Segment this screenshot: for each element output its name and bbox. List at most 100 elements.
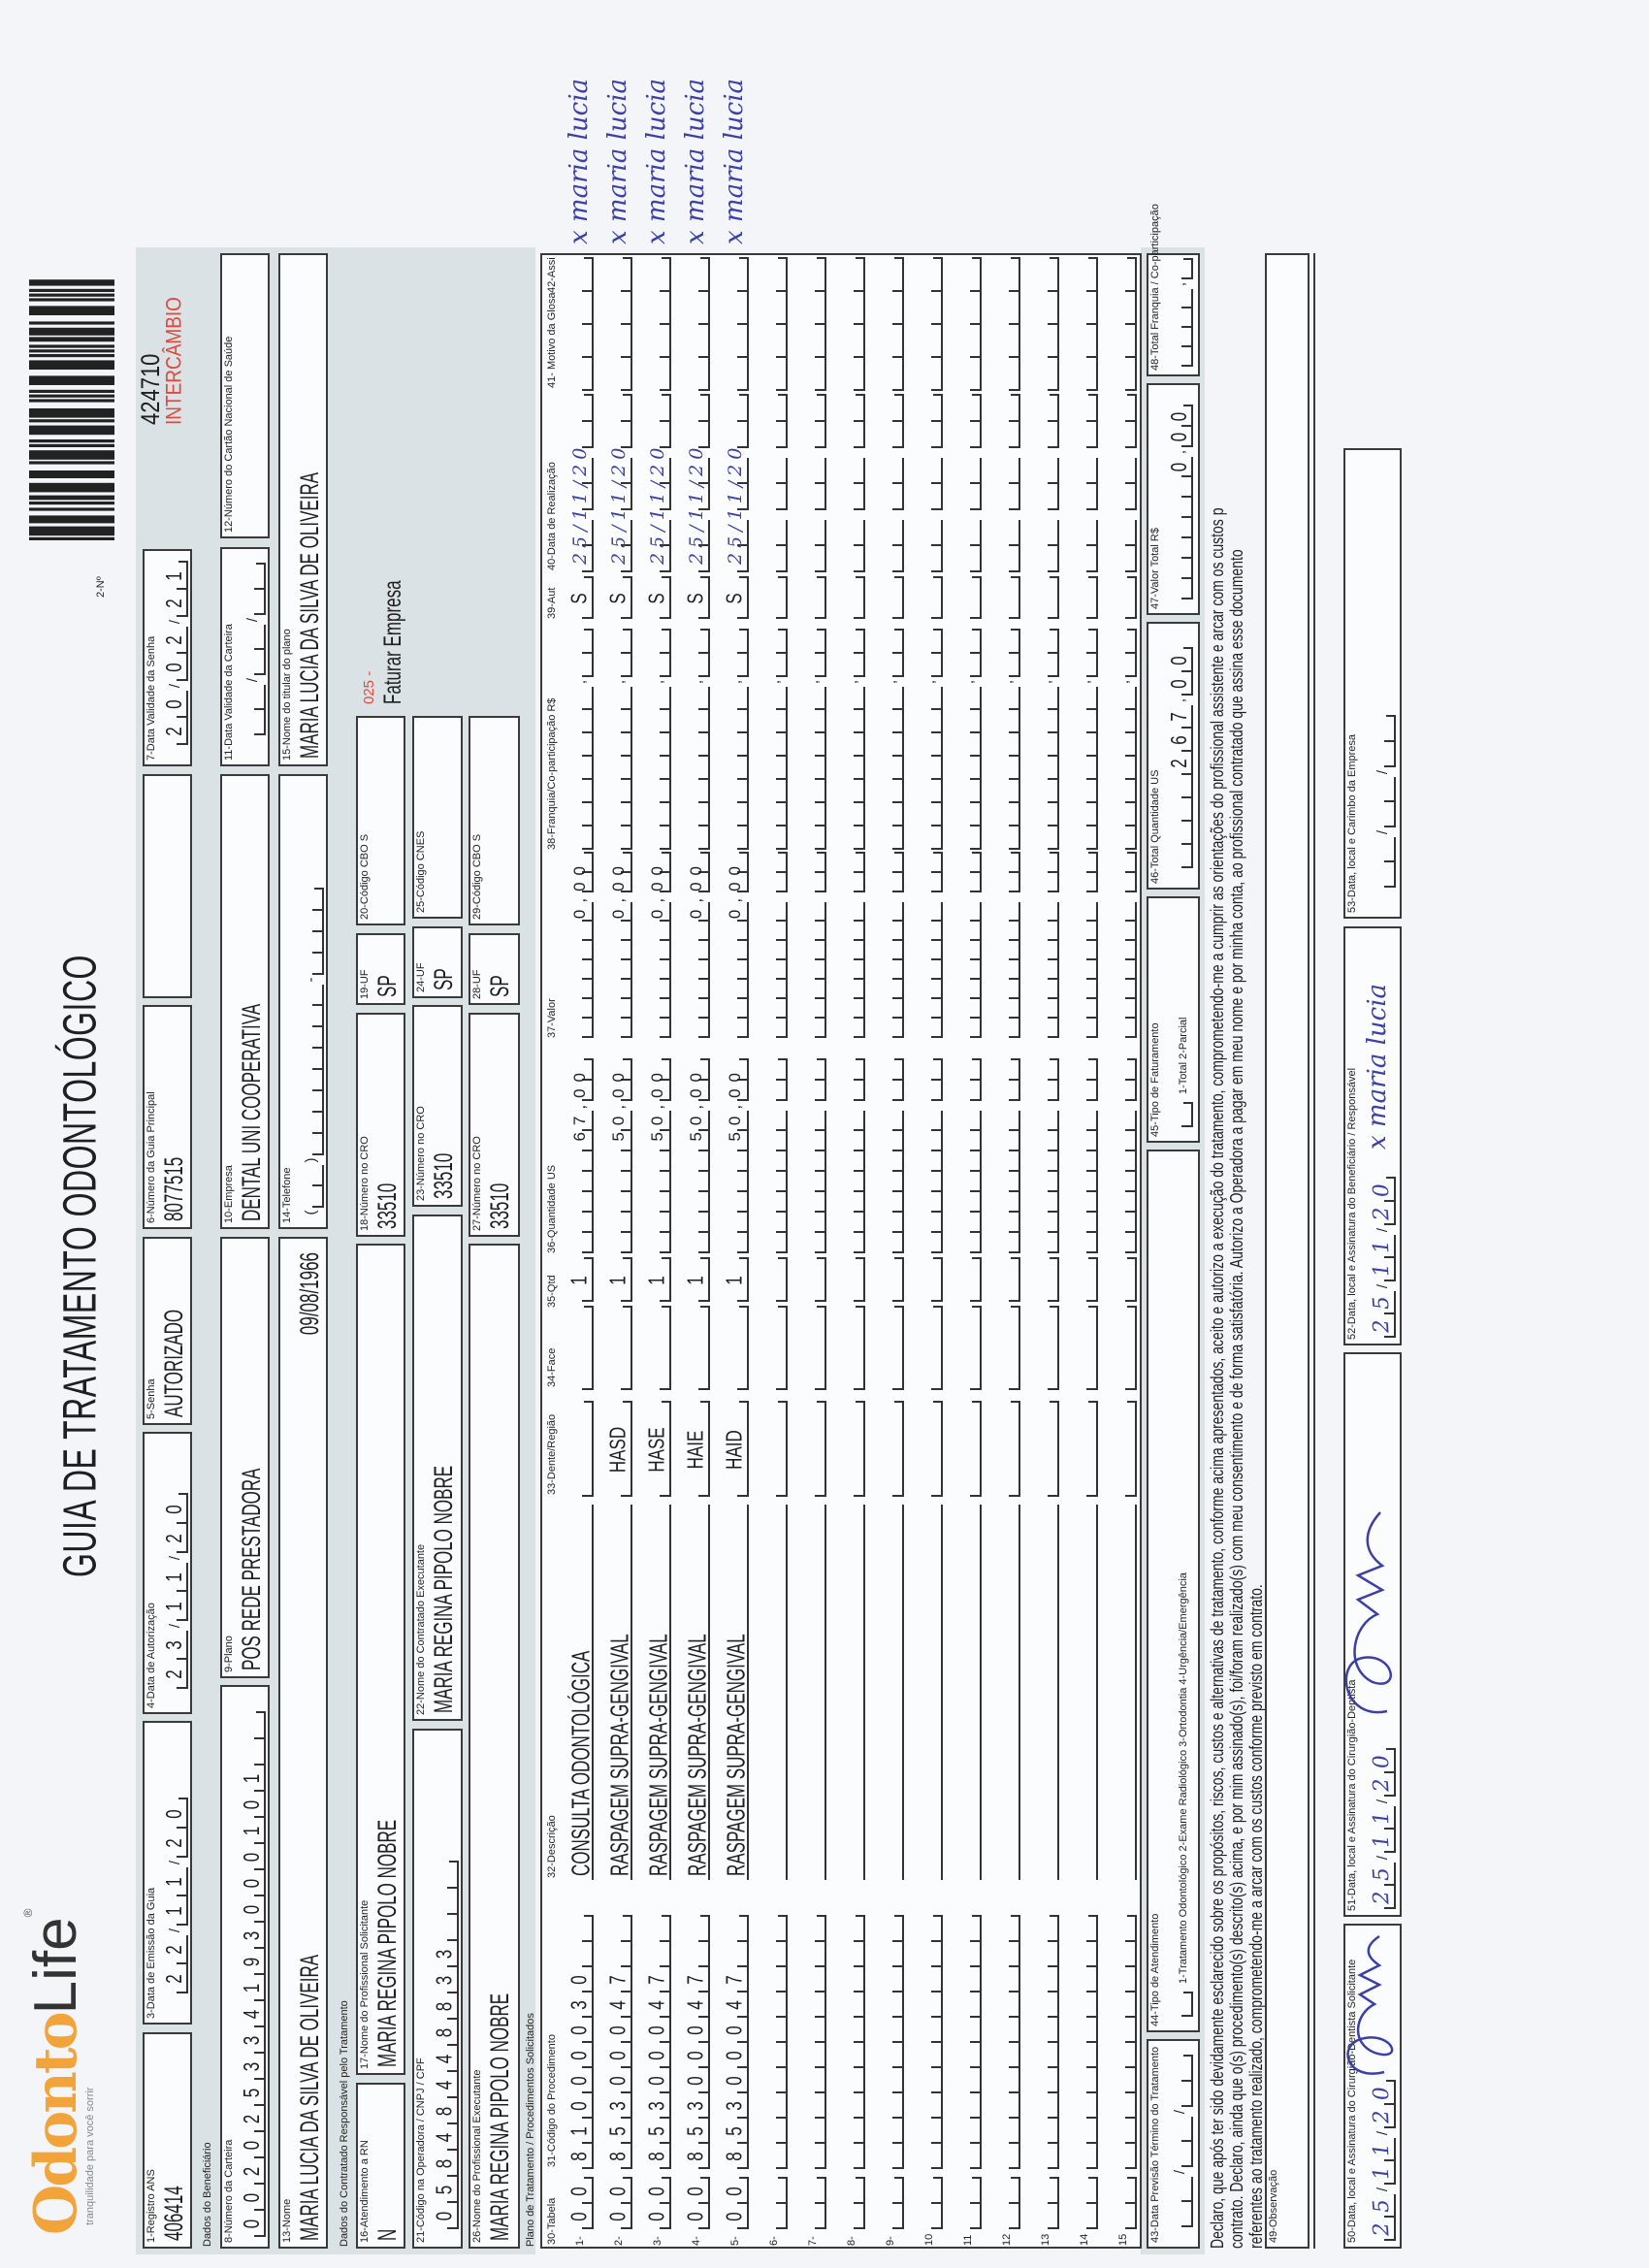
authorization-input[interactable]: S: [684, 576, 710, 619]
quantity-input[interactable]: [1034, 1257, 1059, 1302]
authorization-input[interactable]: [1073, 576, 1098, 619]
execution-date-input[interactable]: [840, 396, 865, 572]
data-dentista-input[interactable]: 2 5/1 1/2 0: [1370, 1748, 1396, 1909]
procedure-code-input[interactable]: [1034, 1915, 1059, 2169]
tooth-region-input[interactable]: [918, 1401, 943, 1497]
glosa-reason-input[interactable]: [685, 257, 710, 391]
validade-carteira-input[interactable]: / /: [241, 563, 266, 735]
data-beneficiario-input[interactable]: 2 5/1 1/2 0: [1370, 1177, 1396, 1338]
contratado-executante-value[interactable]: MARIA REGINA PIPOLO NOBRE: [429, 1465, 459, 1713]
cro-contratado-value[interactable]: 33510: [429, 1152, 459, 1199]
glosa-reason-input[interactable]: [918, 257, 943, 391]
value-input[interactable]: 0,00: [570, 859, 589, 920]
table-code-input[interactable]: [1034, 2177, 1059, 2229]
execution-date-input[interactable]: 25/11/20: [725, 442, 746, 565]
execution-date-input[interactable]: [918, 396, 943, 572]
execution-date-input[interactable]: [1073, 396, 1098, 572]
face-input[interactable]: [956, 1306, 982, 1390]
glosa-reason-input[interactable]: [840, 257, 865, 391]
tooth-region-input[interactable]: [1073, 1401, 1098, 1497]
glosa-reason-input[interactable]: [879, 257, 904, 391]
value-input[interactable]: 0,00: [687, 859, 705, 920]
tooth-region-input[interactable]: [879, 1401, 904, 1497]
quantity-us-input[interactable]: [995, 1060, 1020, 1253]
franchise-input[interactable]: ,: [1034, 629, 1059, 850]
face-input[interactable]: [1073, 1306, 1098, 1390]
quantity-us-input[interactable]: [918, 1060, 943, 1253]
face-input[interactable]: [724, 1306, 749, 1390]
description-field[interactable]: CONSULTA ODONTOLÓGICA: [565, 1505, 596, 1880]
field-observacao[interactable]: 49-Observação: [1265, 253, 1310, 2249]
franchise-input[interactable]: ,: [801, 629, 826, 850]
table-code-input[interactable]: [956, 2177, 982, 2229]
quantity-us-input[interactable]: [879, 1060, 904, 1253]
description-field[interactable]: [797, 1505, 826, 1880]
uf-contratado-value[interactable]: SP: [429, 968, 459, 990]
value-input[interactable]: [1034, 854, 1059, 1038]
glosa-reason-input[interactable]: [956, 257, 982, 391]
authorization-input[interactable]: [801, 576, 826, 619]
tooth-region-input[interactable]: HASE: [645, 1401, 671, 1497]
procedure-code-input[interactable]: [1112, 1915, 1137, 2169]
nome-value[interactable]: MARIA LUCIA DA SILVA DE OLIVEIRA: [295, 1954, 325, 2241]
tooth-region-input[interactable]: HAIE: [684, 1401, 710, 1497]
value-input[interactable]: [879, 854, 904, 1038]
execution-date-input[interactable]: [1034, 396, 1059, 572]
tooth-region-input[interactable]: [801, 1401, 826, 1497]
authorization-input[interactable]: S: [567, 576, 594, 619]
tooth-region-input[interactable]: HAID: [723, 1401, 749, 1497]
quantity-us-input[interactable]: [840, 1060, 865, 1253]
quantity-input[interactable]: [918, 1257, 943, 1302]
tipo-atendimento-input[interactable]: [1168, 1992, 1193, 2017]
quantity-input[interactable]: 1: [606, 1257, 632, 1302]
quantity-us-input[interactable]: 50,00: [687, 1066, 705, 1142]
authorization-input[interactable]: [879, 576, 904, 619]
face-input[interactable]: [801, 1306, 826, 1390]
value-input[interactable]: [801, 854, 826, 1038]
execution-date-input[interactable]: 25/11/20: [569, 442, 591, 565]
guia-principal-value[interactable]: 8077515: [159, 1156, 189, 1221]
quantity-us-input[interactable]: 50,00: [609, 1066, 628, 1142]
face-input[interactable]: [879, 1306, 904, 1390]
face-input[interactable]: [568, 1306, 594, 1390]
authorization-input[interactable]: [1034, 576, 1059, 619]
quantity-us-input[interactable]: [1112, 1060, 1137, 1253]
execution-date-input[interactable]: [995, 396, 1020, 572]
total-franquia-input[interactable]: ,: [1168, 258, 1193, 367]
profissional-solicitante-value[interactable]: MARIA REGINA PIPOLO NOBRE: [372, 1819, 403, 2067]
description-field[interactable]: [759, 1505, 788, 1880]
quantity-input[interactable]: [1112, 1257, 1137, 1302]
glosa-reason-input[interactable]: [607, 257, 632, 391]
face-input[interactable]: [995, 1306, 1020, 1390]
quantity-input[interactable]: 1: [723, 1257, 749, 1302]
authorization-input[interactable]: [1112, 576, 1137, 619]
value-input[interactable]: [956, 854, 982, 1038]
table-code-input[interactable]: [762, 2177, 788, 2229]
empresa-value[interactable]: DENTAL UNI COOPERATIVA: [237, 1003, 267, 1221]
quantity-us-input[interactable]: [762, 1060, 788, 1253]
glosa-reason-input[interactable]: [995, 257, 1020, 391]
quantity-input[interactable]: [840, 1257, 865, 1302]
franchise-input[interactable]: ,: [879, 629, 904, 850]
face-input[interactable]: [1034, 1306, 1059, 1390]
quantity-us-input[interactable]: 50,00: [648, 1066, 666, 1142]
authorization-input[interactable]: [918, 576, 943, 619]
validade-senha-input[interactable]: 2 0/0 2/2 1: [162, 561, 188, 745]
value-input[interactable]: 0,00: [648, 859, 666, 920]
description-field[interactable]: [1069, 1505, 1098, 1880]
description-field[interactable]: RASPAGEM SUPRA-GENGIVAL: [603, 1505, 634, 1880]
face-input[interactable]: [646, 1306, 671, 1390]
procedure-code-input[interactable]: [956, 1915, 982, 2169]
tooth-region-input[interactable]: [1112, 1401, 1137, 1497]
table-code-input[interactable]: [801, 2177, 826, 2229]
quantity-input[interactable]: 1: [567, 1257, 594, 1302]
titular-value[interactable]: MARIA LUCIA DA SILVA DE OLIVEIRA: [295, 471, 325, 759]
glosa-reason-input[interactable]: [762, 257, 788, 391]
franchise-input[interactable]: ,: [995, 629, 1020, 850]
table-code-input[interactable]: [879, 2177, 904, 2229]
